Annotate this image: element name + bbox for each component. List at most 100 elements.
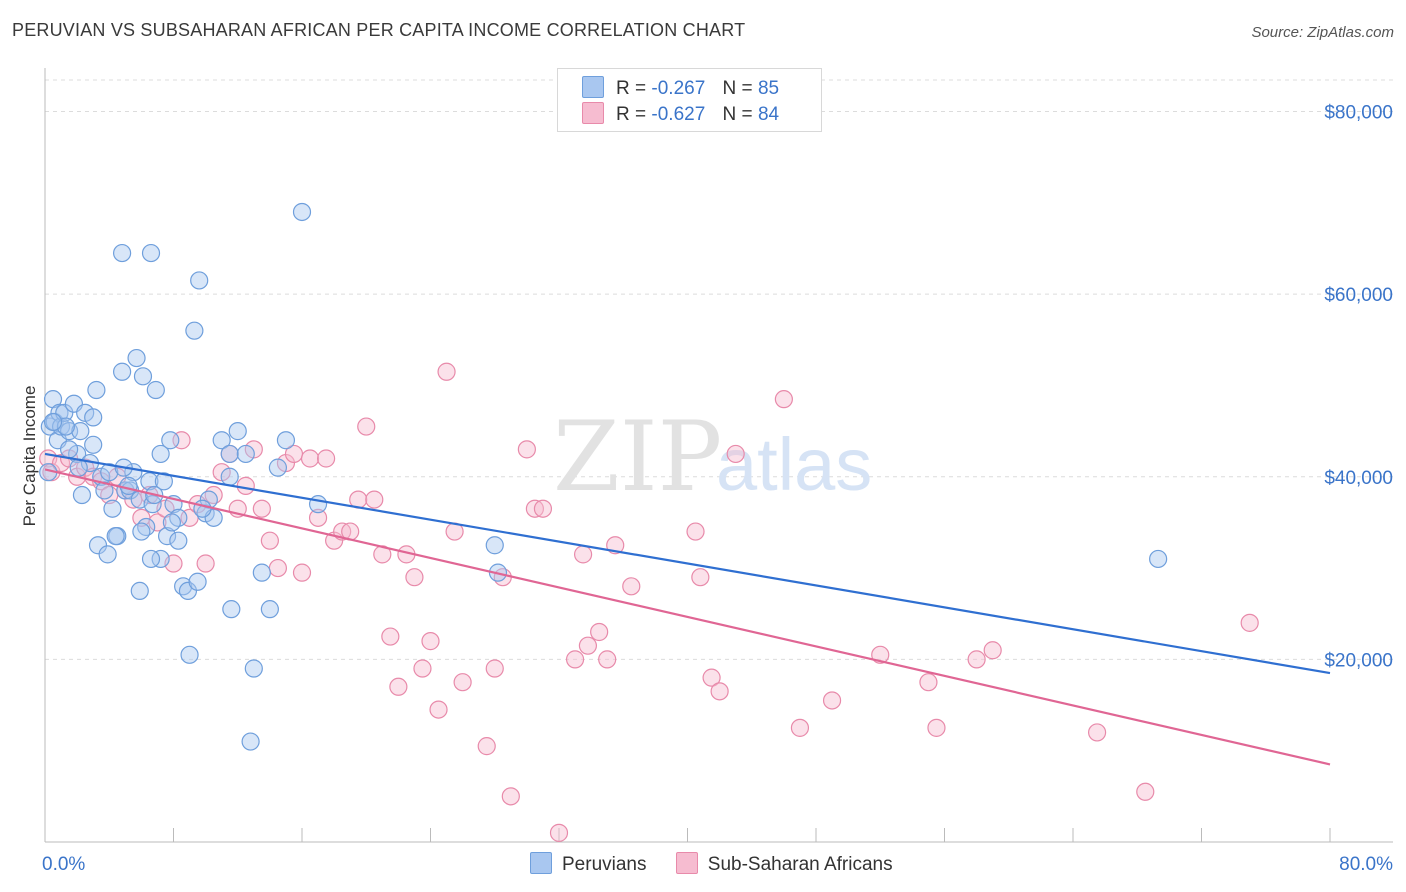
subsaharan-point xyxy=(316,449,336,468)
peruvian-point xyxy=(185,321,204,340)
subsaharan-point xyxy=(148,513,167,532)
peruvian-point xyxy=(112,362,132,381)
subsaharan-point xyxy=(429,700,448,719)
peruvian-point xyxy=(133,367,153,386)
subsaharan-point xyxy=(381,627,400,646)
subsaharan-point xyxy=(357,417,376,436)
subsaharan-point xyxy=(1136,782,1155,801)
subsaharan-point xyxy=(598,650,617,669)
peruvian-point xyxy=(228,422,247,441)
subsaharan-point xyxy=(236,476,255,495)
peruvian-point xyxy=(308,495,328,514)
legend: R = -0.267 N = 85 R = -0.627 N = 84 xyxy=(557,68,822,132)
subsaharan-point xyxy=(437,362,456,381)
subsaharan-point xyxy=(822,691,842,710)
y-tick-label: $80,000 xyxy=(1324,103,1393,124)
peruvian-point xyxy=(212,431,231,450)
subsaharan-point xyxy=(967,650,986,669)
subsaharan-point xyxy=(300,449,320,468)
peruvian-point xyxy=(72,485,92,505)
peruvian-point xyxy=(178,581,198,600)
peruvian-point xyxy=(119,476,138,495)
subsaharan-point xyxy=(1240,613,1259,632)
peruvian-point xyxy=(132,522,151,541)
peruvian-point xyxy=(241,732,260,751)
subsaharan-point xyxy=(405,568,424,587)
subsaharan-point xyxy=(389,677,408,696)
peruvian-point xyxy=(141,243,161,263)
subsaharan-point xyxy=(533,499,553,518)
subsaharan-point xyxy=(573,545,593,564)
subsaharan-point xyxy=(477,737,496,756)
peruvian-point xyxy=(84,435,103,454)
legend-r-label: R = xyxy=(616,78,647,99)
peruvian-point xyxy=(106,527,125,546)
peruvian-point xyxy=(143,495,162,514)
peruvian-point xyxy=(157,527,177,546)
peruvian-point xyxy=(180,645,199,664)
peruvian-point xyxy=(87,380,106,400)
subsaharan-point xyxy=(292,563,312,582)
peruvian-point xyxy=(71,422,90,441)
bottom-legend-swatch-blue xyxy=(530,852,552,874)
gridlines: $20,000 $40,000 $60,000 $80,000 xyxy=(45,79,1393,671)
y-tick-label: $20,000 xyxy=(1324,650,1393,671)
bottom-legend-subsaharan: Sub-Saharan Africans xyxy=(675,852,893,876)
watermark: ZIP atlas xyxy=(553,401,872,513)
peruvian-point xyxy=(59,440,79,459)
peruvian-point xyxy=(146,380,165,400)
subsaharan-point xyxy=(565,650,585,669)
legend-n-label: N = xyxy=(722,104,753,125)
peruvian-point xyxy=(151,549,170,569)
legend-r-label: R = xyxy=(616,104,647,125)
subsaharan-point xyxy=(1087,723,1107,742)
subsaharan-point xyxy=(196,554,215,573)
legend-r-value-peruvians: -0.267 xyxy=(651,78,706,99)
peruvian-point xyxy=(84,408,103,427)
peruvian-point xyxy=(100,463,119,482)
bottom-legend: Peruvians Sub-Saharan Africans xyxy=(530,852,917,876)
peruvian-point xyxy=(222,600,241,619)
peruvian-point xyxy=(220,444,239,464)
peruvian-point xyxy=(169,531,188,550)
subsaharan-point xyxy=(578,636,598,655)
y-tick-label: $60,000 xyxy=(1324,285,1393,306)
subsaharan-point xyxy=(549,823,569,842)
subsaharan-point xyxy=(726,444,745,464)
legend-r-value-subsaharan: -0.627 xyxy=(651,104,706,125)
peruvian-point xyxy=(127,348,146,368)
subsaharan-point xyxy=(702,668,721,687)
peruvian-point xyxy=(193,499,212,518)
peruvian-point xyxy=(151,444,170,464)
peruvian-point xyxy=(141,549,161,569)
watermark-atlas: atlas xyxy=(716,423,872,506)
legend-n-value-subsaharan: 84 xyxy=(757,104,780,125)
peruvian-point xyxy=(103,499,122,518)
peruvian-point xyxy=(112,243,132,263)
y-axis-label: Per Capita Income xyxy=(20,386,39,527)
bottom-legend-peruvians: Peruvians xyxy=(530,852,647,876)
peruvian-point xyxy=(88,536,108,555)
y-tick-label: $40,000 xyxy=(1324,468,1393,489)
peruvian-point xyxy=(236,444,255,464)
chart-title: PERUVIAN VS SUBSAHARAN AFRICAN PER CAPIT… xyxy=(12,20,746,40)
subsaharan-point xyxy=(252,499,271,518)
subsaharan-point xyxy=(421,632,440,651)
peruvian-point xyxy=(252,563,271,582)
series-peruvian-points xyxy=(39,202,1168,751)
watermark-zip: ZIP xyxy=(553,401,722,513)
peruvian-point xyxy=(292,202,312,222)
subsaharan-point xyxy=(365,490,384,509)
bottom-legend-label-subsaharan: Sub-Saharan Africans xyxy=(707,854,893,875)
peruvian-point xyxy=(162,513,181,532)
legend-swatch-blue xyxy=(582,76,604,98)
peruvian-point xyxy=(268,458,288,477)
subsaharan-point xyxy=(927,718,946,737)
peruvian-point xyxy=(276,431,296,450)
bottom-legend-swatch-pink xyxy=(675,852,698,874)
peruvian-point xyxy=(1149,549,1168,569)
subsaharan-point xyxy=(308,508,328,527)
peruvian-point xyxy=(485,536,504,555)
trend-line-peruvians xyxy=(44,452,1331,675)
